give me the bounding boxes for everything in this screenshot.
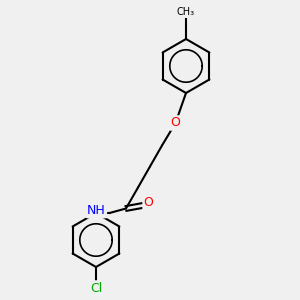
Text: O: O (171, 116, 180, 130)
Text: Cl: Cl (90, 281, 102, 295)
Text: CH₃: CH₃ (177, 7, 195, 17)
Text: O: O (144, 196, 153, 209)
Text: NH: NH (87, 204, 106, 217)
